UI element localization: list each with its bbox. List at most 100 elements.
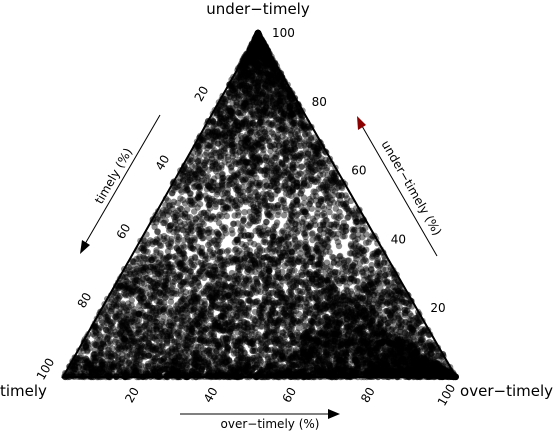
data-point bbox=[151, 346, 158, 354]
data-point bbox=[289, 111, 296, 119]
data-point bbox=[413, 358, 420, 366]
data-point bbox=[182, 210, 189, 217]
data-point bbox=[257, 118, 264, 125]
data-point bbox=[346, 276, 353, 283]
data-point bbox=[282, 354, 290, 362]
data-point bbox=[319, 360, 326, 367]
data-point bbox=[244, 268, 251, 275]
data-point bbox=[330, 322, 337, 329]
data-point bbox=[120, 308, 128, 316]
data-point bbox=[422, 363, 430, 371]
data-point bbox=[261, 91, 269, 98]
data-point bbox=[281, 364, 289, 371]
data-point bbox=[203, 337, 210, 344]
data-point bbox=[171, 278, 178, 285]
data-point bbox=[246, 337, 253, 344]
data-point bbox=[313, 157, 321, 165]
data-point bbox=[141, 322, 149, 329]
data-point bbox=[362, 309, 370, 316]
data-point bbox=[317, 367, 324, 374]
data-point bbox=[413, 370, 420, 377]
data-point bbox=[232, 117, 239, 124]
data-point bbox=[88, 369, 96, 376]
data-point bbox=[275, 92, 282, 100]
data-point bbox=[306, 137, 313, 144]
data-point bbox=[223, 122, 230, 129]
data-point bbox=[237, 109, 244, 117]
data-point bbox=[310, 188, 317, 195]
data-point bbox=[228, 180, 235, 187]
data-point bbox=[364, 340, 372, 348]
data-point bbox=[240, 67, 247, 74]
data-point bbox=[305, 328, 312, 336]
data-point bbox=[328, 345, 335, 353]
data-point bbox=[195, 363, 202, 370]
data-point bbox=[130, 289, 137, 296]
data-point bbox=[286, 100, 293, 107]
data-point bbox=[263, 367, 271, 374]
data-point bbox=[343, 349, 350, 356]
data-point bbox=[251, 253, 259, 260]
data-point bbox=[247, 90, 254, 98]
data-point bbox=[413, 358, 421, 365]
data-point bbox=[249, 114, 256, 122]
data-point bbox=[153, 319, 160, 326]
data-point bbox=[244, 139, 252, 146]
data-point bbox=[349, 369, 357, 376]
data-point bbox=[168, 348, 176, 355]
data-point bbox=[155, 279, 162, 287]
data-point bbox=[297, 142, 305, 150]
data-point bbox=[283, 94, 290, 101]
data-point bbox=[354, 303, 362, 310]
data-point bbox=[267, 75, 274, 82]
data-point bbox=[166, 310, 173, 317]
data-point bbox=[209, 229, 216, 236]
data-point bbox=[393, 342, 401, 349]
data-point bbox=[254, 37, 262, 45]
data-point bbox=[204, 229, 211, 236]
data-point bbox=[161, 294, 169, 301]
data-point bbox=[320, 370, 328, 377]
data-point bbox=[175, 362, 183, 370]
data-point bbox=[134, 330, 141, 337]
data-point bbox=[160, 219, 167, 227]
data-point bbox=[244, 75, 251, 83]
data-point bbox=[229, 83, 236, 90]
data-point bbox=[183, 277, 190, 284]
data-point bbox=[256, 355, 263, 363]
data-point bbox=[389, 368, 396, 375]
data-point bbox=[396, 336, 404, 343]
data-point bbox=[288, 96, 296, 103]
data-point bbox=[250, 212, 258, 219]
data-point bbox=[244, 324, 252, 331]
data-point bbox=[265, 137, 272, 144]
data-point bbox=[367, 335, 375, 342]
data-point bbox=[249, 168, 256, 175]
data-point bbox=[147, 293, 154, 300]
data-point bbox=[252, 179, 260, 187]
data-point bbox=[364, 276, 372, 283]
data-point bbox=[441, 366, 448, 374]
data-point bbox=[338, 349, 345, 357]
data-point bbox=[251, 54, 258, 62]
data-point bbox=[177, 195, 184, 202]
data-point bbox=[98, 358, 106, 365]
data-point bbox=[116, 366, 123, 373]
data-point bbox=[172, 287, 180, 295]
data-point bbox=[135, 338, 142, 345]
data-point bbox=[438, 368, 445, 375]
data-point bbox=[191, 369, 199, 376]
data-point bbox=[345, 257, 352, 264]
data-point bbox=[314, 269, 322, 276]
data-point bbox=[136, 253, 143, 260]
data-point bbox=[328, 284, 335, 291]
data-point bbox=[265, 56, 272, 64]
data-point bbox=[255, 214, 262, 222]
data-point bbox=[196, 355, 203, 362]
data-point bbox=[356, 329, 363, 337]
data-point bbox=[150, 329, 157, 336]
data-point bbox=[168, 190, 176, 197]
data-point bbox=[258, 144, 265, 151]
data-point bbox=[302, 348, 309, 356]
data-point bbox=[376, 350, 383, 358]
